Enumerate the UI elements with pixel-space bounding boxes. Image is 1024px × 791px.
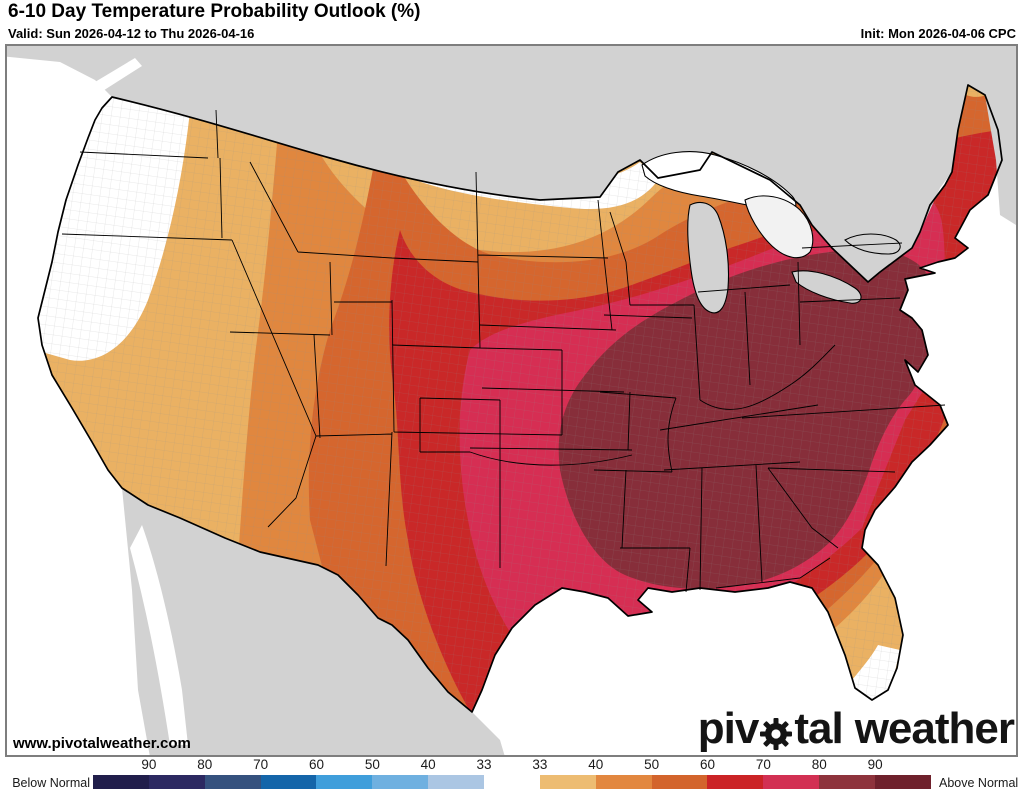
init-time-label: Init: Mon 2026-04-06 CPC: [860, 26, 1016, 41]
logo-text-piv: piv: [697, 704, 760, 753]
colorbar-tick: 80: [811, 757, 827, 772]
colorbar-tick: 80: [197, 757, 213, 772]
colorbar-segment: [372, 775, 429, 789]
colorbar-tick: 90: [141, 757, 157, 772]
mexico-land: [122, 488, 505, 756]
colorbar-above-normal-label: Above Normal: [939, 776, 1019, 790]
lake-ontario: [844, 233, 901, 255]
colorbar-tick: 50: [364, 757, 380, 772]
colorbar-segment: [260, 775, 317, 789]
gulf-of-california: [130, 525, 188, 745]
colorbar-segment: [707, 775, 764, 789]
us-outline: [37, 84, 1003, 713]
canada-land: [6, 45, 1017, 282]
colorbar-tick: 60: [308, 757, 324, 772]
colorbar-tick: 40: [588, 757, 604, 772]
colorbar-segment: [428, 775, 485, 789]
gear-icon: [759, 715, 793, 750]
great-lakes: [641, 151, 901, 314]
map-frame: [5, 44, 1018, 757]
colorbar-segment: [484, 775, 540, 789]
colorbar-tick: 90: [867, 757, 883, 772]
colorbar-tick: 33: [532, 757, 548, 772]
colorbar-segment: [316, 775, 373, 789]
lake-erie: [791, 270, 862, 304]
colorbar-segment: [539, 775, 596, 789]
colorbar: [93, 775, 931, 789]
valid-range-label: Valid: Sun 2026-04-12 to Thu 2026-04-16: [8, 26, 255, 41]
logo-text-tal: tal: [794, 704, 843, 753]
watermark-url: www.pivotalweather.com: [13, 735, 191, 752]
colorbar-segment: [204, 775, 261, 789]
colorbar-segment: [763, 775, 820, 789]
colorbar-tick: 70: [253, 757, 269, 772]
colorbar-segment: [93, 775, 149, 789]
colorbar-tick: 50: [644, 757, 660, 772]
colorbar-segment: [148, 775, 205, 789]
colorbar-tick: 33: [476, 757, 492, 772]
page-title: 6-10 Day Temperature Probability Outlook…: [8, 1, 421, 22]
colorbar-below-normal-label: Below Normal: [12, 776, 90, 790]
logo-text-weather: weather: [854, 704, 1015, 753]
lake-huron: [744, 195, 814, 259]
colorbar-segment: [875, 775, 931, 789]
colorbar-segment: [651, 775, 708, 789]
colorbar-segment: [595, 775, 652, 789]
state-borders: [61, 109, 946, 593]
strait-juan-de-fuca: [90, 58, 142, 94]
lake-michigan: [687, 201, 730, 314]
pivotal-weather-logo: piv tal: [697, 704, 1015, 753]
colorbar-tick: 60: [700, 757, 716, 772]
colorbar-segment: [819, 775, 876, 789]
colorbar-tick: 40: [420, 757, 436, 772]
colorbar-tick-labels: 90 80 70 60 50 40 33 33 40 50 60 70 80 90: [93, 757, 931, 773]
colorbar-tick: 70: [755, 757, 771, 772]
